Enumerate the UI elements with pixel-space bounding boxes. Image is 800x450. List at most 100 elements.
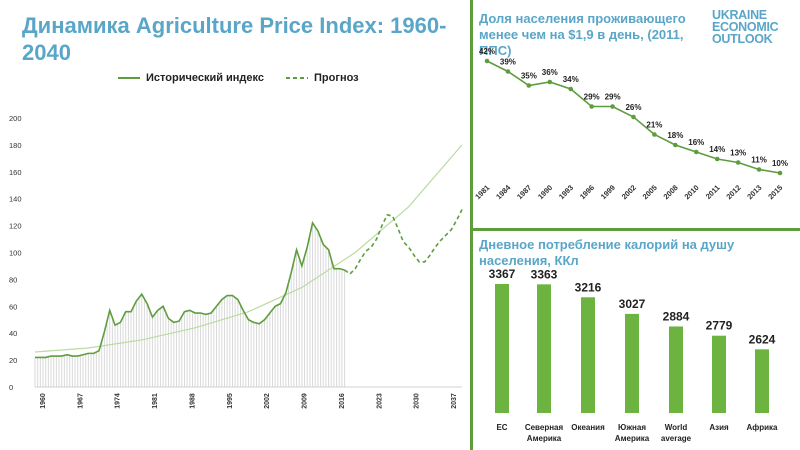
poverty-point [631,114,636,120]
ukraine-economic-outlook-logo: UKRAINE ECONOMIC OUTLOOK [712,8,797,46]
forecast-line [344,209,463,276]
poverty-x-tick-label: 2015 [766,183,784,201]
calorie-data-label: 2884 [663,309,690,323]
y-tick-label: 140 [9,195,22,204]
y-tick-label: 180 [9,141,22,150]
calorie-bar [495,284,509,413]
poverty-x-tick-label: 2011 [704,183,722,201]
poverty-data-label: 34% [563,75,579,84]
calorie-x-tick-label: average [661,434,692,443]
calorie-x-tick-label: World [665,423,688,432]
y-tick-label: 40 [9,329,17,338]
poverty-point [735,160,741,165]
poverty-x-tick-label: 1990 [536,183,554,201]
poverty-data-label: 26% [625,103,641,112]
poverty-x-tick-label: 1996 [578,183,596,201]
legend-item-historical: Исторический индекс [118,72,264,84]
poverty-point [652,132,657,137]
x-tick-label: 2002 [264,393,271,409]
poverty-data-label: 14% [709,145,725,154]
calorie-data-label: 2624 [749,332,776,346]
x-tick-label: 1960 [40,393,47,409]
calorie-data-label: 3216 [575,280,602,294]
poverty-point [777,170,783,176]
poverty-x-tick-label: 2008 [662,183,680,201]
page-title: Динамика Agriculture Price Index: 1960-2… [22,13,447,65]
x-tick-label: 2037 [451,393,458,409]
poverty-point [589,104,594,109]
poverty-x-tick-label: 1993 [557,183,575,201]
poverty-x-tick-label: 2002 [620,183,638,201]
poverty-panel: Доля населения проживающего менее чем на… [473,0,800,228]
calorie-x-tick-label: ЕС [496,423,507,432]
poverty-point [673,142,678,148]
y-tick-label: 120 [9,222,22,231]
logo-line-3: OUTLOOK [712,32,773,46]
x-tick-label: 1974 [115,393,122,409]
poverty-data-label: 13% [730,149,746,158]
calorie-x-tick-label: Америка [615,434,650,443]
left-panel: Динамика Agriculture Price Index: 1960-2… [9,13,463,409]
calorie-data-label: 3027 [619,297,646,311]
chart-legend: Исторический индекс Прогноз [118,72,381,84]
poverty-data-label: 29% [584,93,600,102]
calorie-bar [755,349,769,413]
calorie-x-tick-label: Азия [709,423,729,432]
poverty-data-label: 18% [667,131,683,140]
poverty-x-tick-label: 1987 [515,183,533,201]
poverty-x-tick-label: 1984 [494,182,513,201]
calorie-bar [537,284,551,413]
poverty-point [756,167,762,172]
poverty-point [714,156,720,162]
poverty-data-label: 21% [646,121,662,130]
x-tick-label: 1967 [77,393,84,409]
historical-index-line [35,220,345,359]
calorie-bar [669,326,683,413]
poverty-point [505,69,511,74]
trend-line [34,144,463,353]
x-tick-label: 2009 [302,393,309,409]
calorie-bar [712,335,726,413]
poverty-data-label: 36% [542,68,558,77]
logo-line-2: ECONOMIC [712,20,779,34]
calorie-bar [625,313,639,413]
y-tick-label: 0 [9,383,13,392]
calorie-x-tick-label: Южная [618,423,646,432]
poverty-point [526,83,532,88]
poverty-chart-title: Доля населения проживающего менее чем на… [479,11,686,58]
poverty-x-tick-label: 1981 [473,183,491,201]
price-index-chart: 0 20 40 60 80 100 120 140 160 180 200 1960 1967 1974 1… [9,114,463,409]
poverty-chart: 42% 1981 39% 1984 35% 1987 36% 1990 34% 1993 29% 19… [473,47,788,201]
calories-chart: 3367 ЕС 3363 Северная Америка 3216 Океания 3027… [489,267,778,443]
x-tick-label: 2030 [414,393,421,409]
calorie-x-tick-label: Африка [746,423,778,432]
poverty-data-label: 42% [479,47,495,56]
vertical-divider [470,0,473,450]
poverty-point [610,104,615,109]
poverty-point [568,86,574,92]
x-tick-label: 1981 [152,393,159,409]
poverty-x-tick-label: 2010 [683,183,701,201]
poverty-data-label: 39% [500,58,516,67]
calorie-data-label: 3367 [489,267,516,281]
x-tick-label: 2016 [339,393,346,409]
legend-label-forecast: Прогноз [314,72,359,84]
legend-item-forecast: Прогноз [286,72,359,84]
legend-dashed-swatch [286,77,309,79]
poverty-data-label: 11% [751,156,767,165]
y-tick-label: 200 [9,114,22,123]
poverty-x-tick-label: 2013 [745,183,763,201]
calorie-bar [581,297,595,413]
logo-line-1: UKRAINE [712,8,767,22]
poverty-data-label: 10% [772,159,788,168]
calories-chart-title: Дневное потребление калорий на душу насе… [479,237,735,268]
poverty-point [693,149,699,155]
calorie-x-tick-label: Океания [571,423,605,432]
y-tick-label: 160 [9,168,22,177]
y-tick-label: 100 [9,249,22,258]
poverty-x-tick-label: 2012 [724,183,742,201]
poverty-point [547,79,553,85]
x-tick-label: 1988 [189,393,196,409]
poverty-point [484,58,490,64]
y-tick-label: 20 [9,356,17,365]
